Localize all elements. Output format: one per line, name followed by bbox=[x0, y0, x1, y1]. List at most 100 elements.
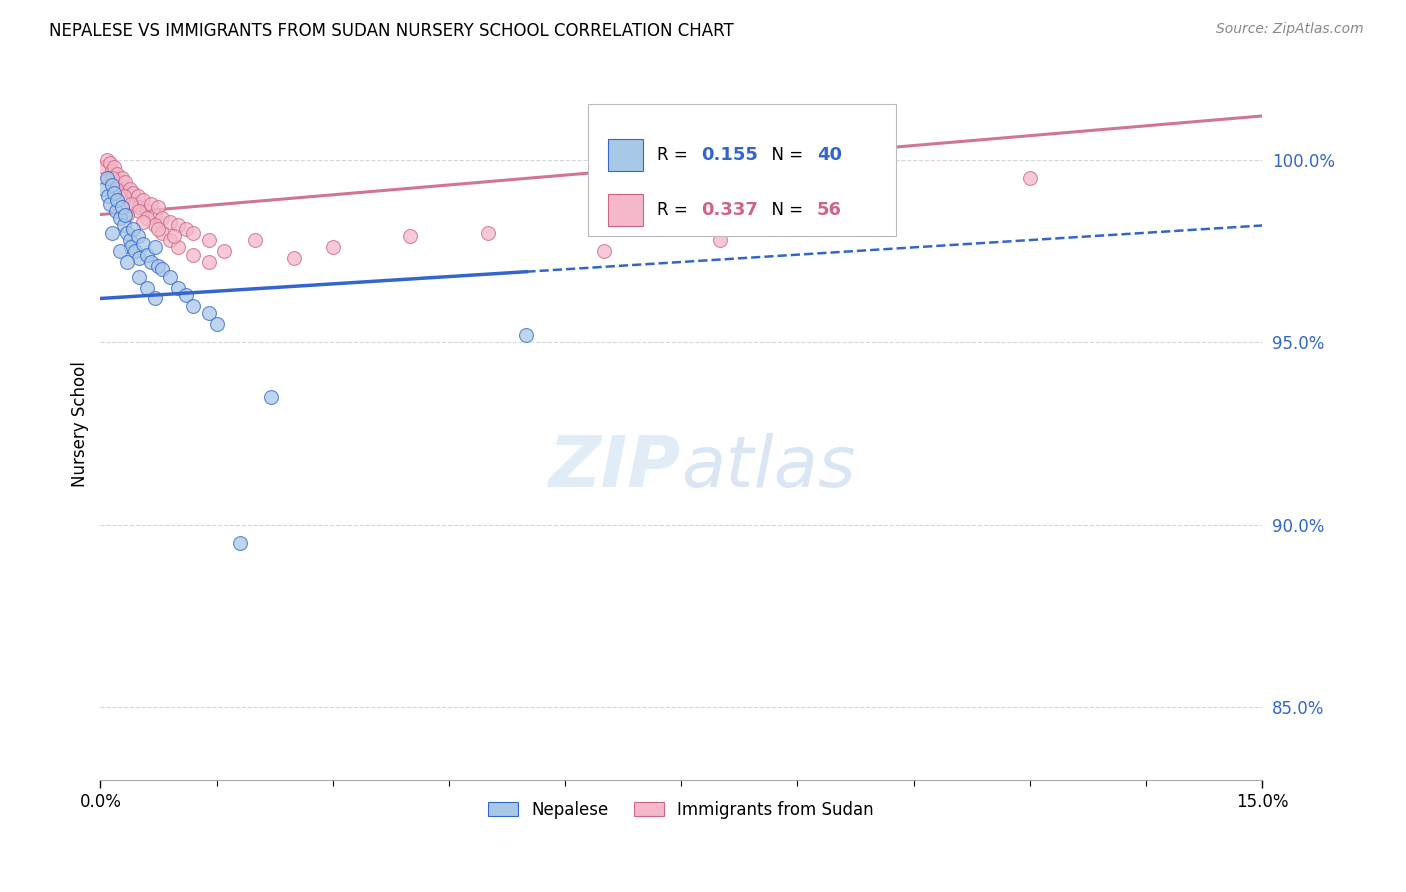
Text: R =: R = bbox=[657, 146, 693, 164]
Point bbox=[108, 182, 131, 196]
Point bbox=[143, 208, 166, 222]
Text: atlas: atlas bbox=[681, 433, 856, 501]
Point bbox=[132, 236, 155, 251]
Point bbox=[112, 219, 135, 233]
Text: NEPALESE VS IMMIGRANTS FROM SUDAN NURSERY SCHOOL CORRELATION CHART: NEPALESE VS IMMIGRANTS FROM SUDAN NURSER… bbox=[49, 22, 734, 40]
FancyBboxPatch shape bbox=[607, 194, 643, 226]
Point bbox=[98, 156, 121, 170]
Point bbox=[128, 200, 150, 214]
Point bbox=[163, 229, 186, 244]
Point bbox=[135, 211, 157, 226]
Point bbox=[101, 171, 124, 186]
Point bbox=[108, 211, 131, 226]
Point bbox=[197, 306, 219, 320]
Point bbox=[132, 215, 155, 229]
Point bbox=[101, 163, 124, 178]
Y-axis label: Nursery School: Nursery School bbox=[72, 361, 89, 487]
Point bbox=[159, 215, 181, 229]
Point bbox=[104, 203, 127, 218]
Point bbox=[135, 248, 157, 262]
Point bbox=[135, 280, 157, 294]
Text: ZIP: ZIP bbox=[548, 433, 681, 501]
Point bbox=[139, 255, 162, 269]
Point bbox=[122, 222, 145, 236]
Point bbox=[166, 219, 188, 233]
Point bbox=[139, 196, 162, 211]
Point bbox=[122, 186, 145, 200]
Text: 0.337: 0.337 bbox=[702, 201, 758, 219]
Point bbox=[117, 189, 139, 203]
Point bbox=[105, 193, 128, 207]
Point bbox=[96, 153, 118, 167]
Point bbox=[114, 208, 136, 222]
Point bbox=[112, 186, 135, 200]
Text: 56: 56 bbox=[817, 201, 842, 219]
Point bbox=[105, 167, 128, 181]
Point bbox=[150, 262, 173, 277]
Point bbox=[148, 222, 170, 236]
Point bbox=[1018, 171, 1040, 186]
Text: N =: N = bbox=[762, 146, 808, 164]
Point bbox=[143, 292, 166, 306]
Point bbox=[143, 219, 166, 233]
Point bbox=[283, 252, 305, 266]
Text: R =: R = bbox=[657, 201, 693, 219]
Point bbox=[124, 196, 146, 211]
Point bbox=[166, 280, 188, 294]
Point bbox=[104, 178, 127, 193]
Text: N =: N = bbox=[762, 201, 808, 219]
Point bbox=[150, 226, 173, 240]
Point bbox=[104, 182, 127, 196]
Point bbox=[150, 211, 173, 226]
Point bbox=[260, 390, 283, 404]
Point bbox=[159, 233, 181, 247]
Point bbox=[117, 255, 139, 269]
Point bbox=[128, 252, 150, 266]
Point bbox=[229, 536, 252, 550]
Point bbox=[103, 160, 125, 174]
Point bbox=[181, 226, 204, 240]
Point bbox=[181, 299, 204, 313]
Point bbox=[322, 240, 344, 254]
Point bbox=[197, 255, 219, 269]
Point bbox=[111, 171, 134, 186]
Point bbox=[127, 189, 149, 203]
Text: Source: ZipAtlas.com: Source: ZipAtlas.com bbox=[1216, 22, 1364, 37]
Point bbox=[135, 203, 157, 218]
Point bbox=[103, 186, 125, 200]
Point bbox=[148, 259, 170, 273]
Point bbox=[148, 200, 170, 214]
Point bbox=[174, 222, 197, 236]
Point bbox=[159, 269, 181, 284]
Point bbox=[118, 233, 141, 247]
Point bbox=[128, 269, 150, 284]
Point bbox=[97, 171, 120, 186]
Point bbox=[112, 189, 135, 203]
Point bbox=[127, 229, 149, 244]
Point bbox=[98, 196, 121, 211]
Point bbox=[96, 171, 118, 186]
Point bbox=[132, 193, 155, 207]
Point bbox=[143, 240, 166, 254]
Point bbox=[197, 233, 219, 247]
Point bbox=[592, 244, 614, 258]
FancyBboxPatch shape bbox=[588, 104, 896, 235]
Point bbox=[97, 189, 120, 203]
Point bbox=[117, 208, 139, 222]
Point bbox=[93, 182, 115, 196]
FancyBboxPatch shape bbox=[607, 139, 643, 171]
Point bbox=[118, 182, 141, 196]
Point bbox=[515, 328, 537, 343]
Point bbox=[174, 288, 197, 302]
Point bbox=[863, 182, 886, 196]
Point bbox=[93, 160, 115, 174]
Point bbox=[120, 196, 142, 211]
Point bbox=[120, 193, 142, 207]
Point bbox=[245, 233, 267, 247]
Text: 40: 40 bbox=[817, 146, 842, 164]
Point bbox=[101, 226, 124, 240]
Point bbox=[214, 244, 236, 258]
Point bbox=[477, 226, 499, 240]
Point bbox=[166, 240, 188, 254]
Text: 0.155: 0.155 bbox=[702, 146, 758, 164]
